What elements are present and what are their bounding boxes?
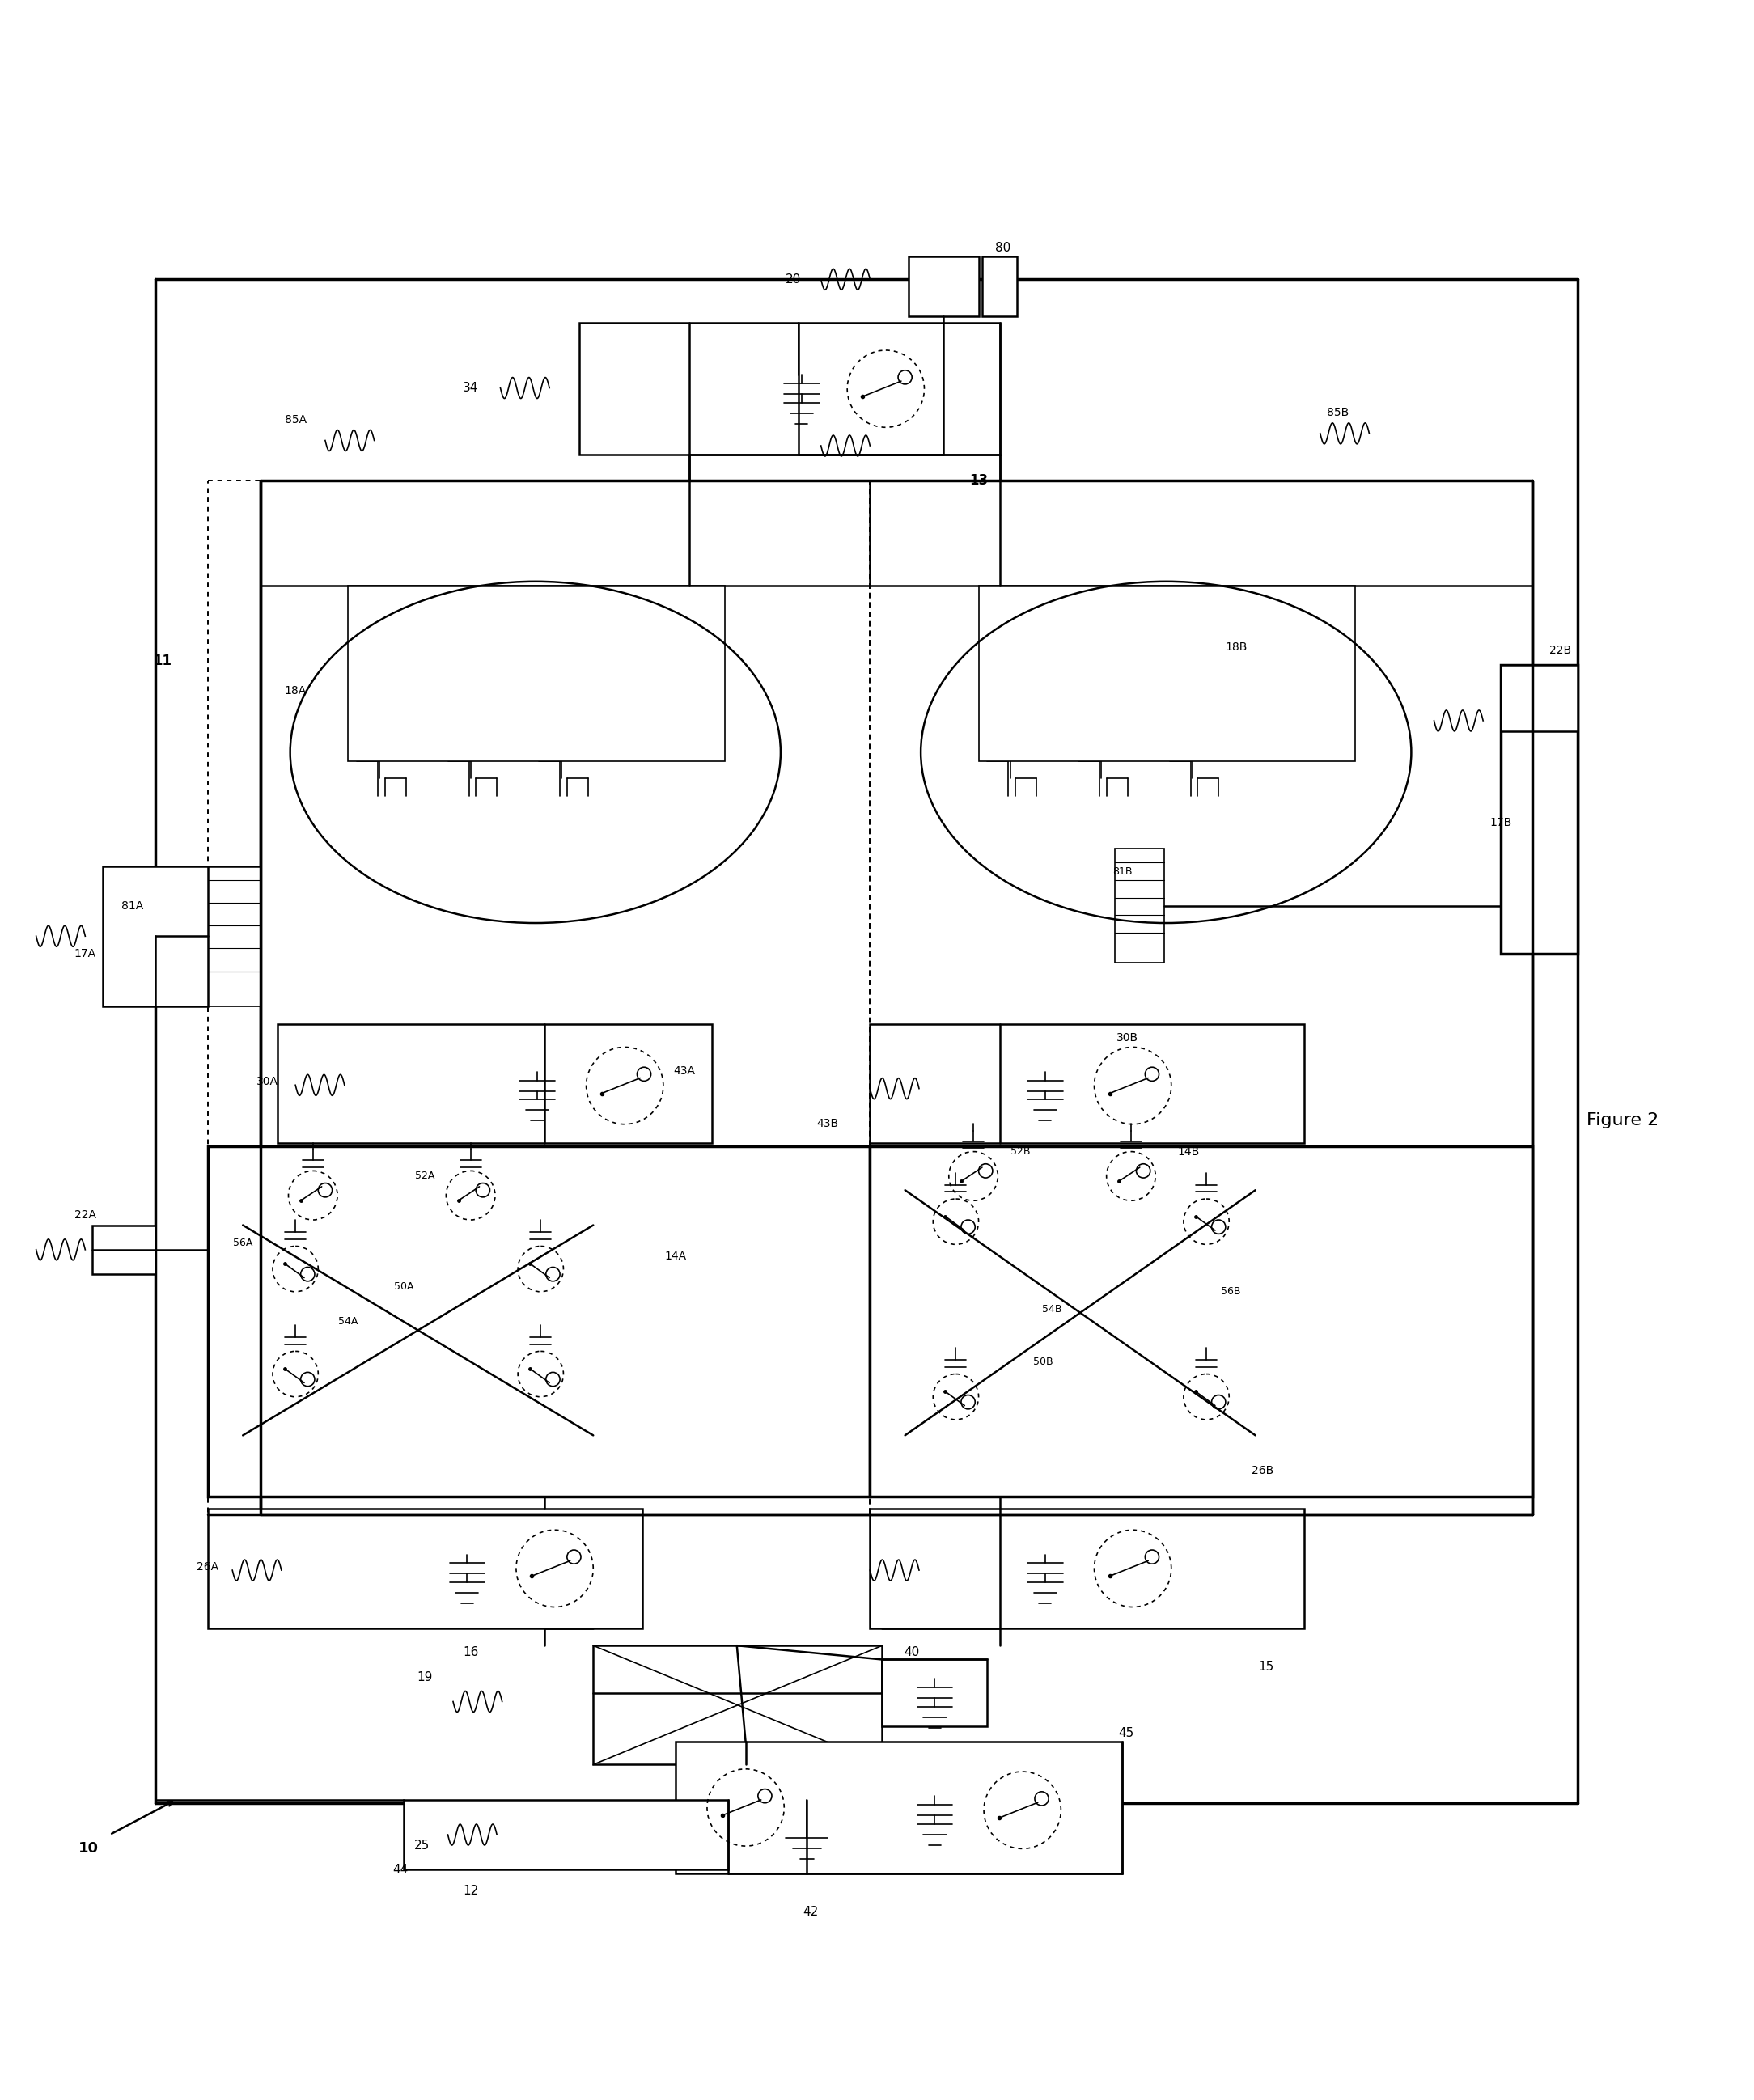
Text: 43B: 43B	[817, 1117, 838, 1130]
Text: 22A: 22A	[74, 1210, 96, 1220]
Text: 40: 40	[905, 1646, 919, 1659]
Text: 56B: 56B	[1221, 1287, 1240, 1298]
Bar	[675, 1741, 1123, 1873]
Text: 50B: 50B	[1033, 1357, 1054, 1367]
Text: 16: 16	[463, 1646, 479, 1659]
Bar	[242, 1163, 593, 1308]
Text: 43A: 43A	[674, 1065, 695, 1077]
Text: 50A: 50A	[395, 1281, 414, 1292]
Text: 56A: 56A	[233, 1237, 253, 1247]
Text: 22B: 22B	[1549, 645, 1572, 657]
Text: 81B: 81B	[1112, 865, 1131, 876]
Text: 14A: 14A	[665, 1252, 686, 1262]
Bar	[579, 323, 1000, 454]
Text: 26A: 26A	[196, 1560, 219, 1573]
Bar	[1501, 666, 1577, 731]
Text: 20: 20	[786, 273, 802, 286]
Text: 30A: 30A	[256, 1075, 279, 1088]
Text: 30B: 30B	[1117, 1031, 1138, 1044]
Bar	[403, 1800, 728, 1869]
Text: 19: 19	[417, 1672, 433, 1682]
Bar	[870, 1510, 1305, 1628]
Bar	[909, 256, 979, 317]
Text: 17A: 17A	[74, 947, 96, 960]
Bar	[93, 1224, 156, 1275]
Bar	[1501, 666, 1577, 953]
Bar	[905, 1147, 1256, 1289]
Text: 42: 42	[803, 1905, 817, 1917]
Text: 52B: 52B	[1010, 1147, 1031, 1157]
Text: 11: 11	[153, 653, 172, 668]
Text: 17B: 17B	[1489, 817, 1512, 827]
Text: 34: 34	[463, 382, 479, 395]
Text: 12: 12	[463, 1884, 479, 1896]
Text: 26B: 26B	[1251, 1464, 1273, 1476]
Bar	[870, 481, 1533, 1514]
Bar	[1116, 848, 1165, 962]
Text: 18B: 18B	[1224, 640, 1247, 653]
Text: 54A: 54A	[339, 1317, 358, 1327]
Bar	[277, 1023, 712, 1142]
Bar	[207, 1147, 870, 1497]
Text: Figure 2: Figure 2	[1586, 1113, 1659, 1128]
Bar	[207, 865, 260, 1006]
Text: 45: 45	[1117, 1726, 1133, 1739]
Text: 85A: 85A	[284, 414, 307, 424]
Bar	[870, 1147, 1533, 1497]
Text: 85B: 85B	[1326, 407, 1349, 418]
Bar	[207, 481, 870, 1514]
Text: 18A: 18A	[284, 685, 307, 697]
Text: 14B: 14B	[1177, 1147, 1200, 1157]
Bar	[347, 586, 724, 760]
Text: 13: 13	[970, 473, 988, 487]
Bar	[979, 586, 1356, 760]
Bar	[593, 1646, 882, 1764]
Bar	[882, 1659, 988, 1726]
Text: 44: 44	[393, 1863, 409, 1875]
Text: 10: 10	[79, 1842, 98, 1856]
Bar	[870, 1023, 1305, 1142]
Text: 54B: 54B	[1042, 1304, 1063, 1315]
Text: 15: 15	[1258, 1661, 1273, 1672]
Bar	[207, 1510, 642, 1628]
Text: 52A: 52A	[416, 1172, 435, 1182]
Bar	[103, 865, 207, 1006]
Bar	[982, 256, 1017, 317]
Text: 80: 80	[995, 242, 1010, 254]
Text: 25: 25	[414, 1840, 430, 1852]
Text: 81A: 81A	[121, 901, 144, 911]
